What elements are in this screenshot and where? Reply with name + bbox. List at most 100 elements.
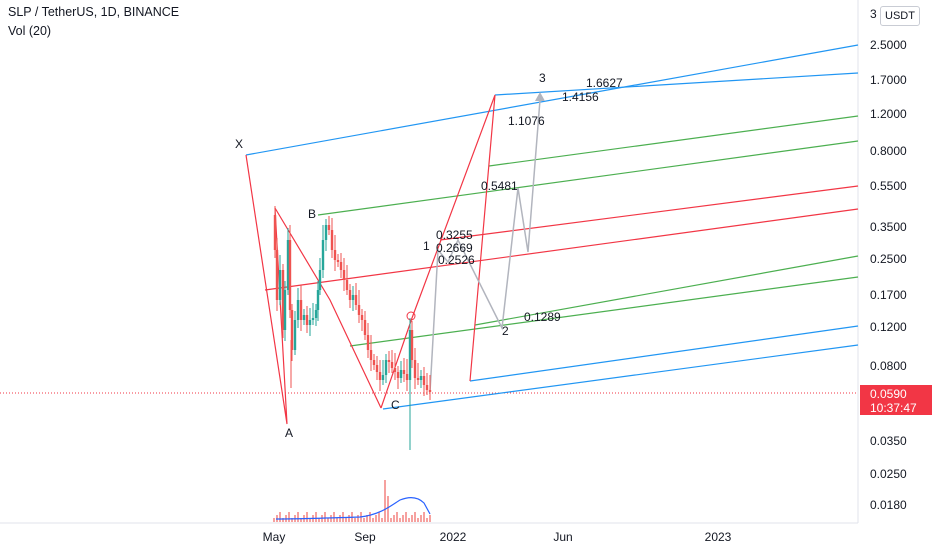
candle-body <box>296 300 300 320</box>
volume-bar <box>279 512 281 522</box>
fib-channel[interactable] <box>245 44 859 410</box>
candle-series[interactable] <box>273 206 432 450</box>
price-tick-label: 2.5000 <box>870 38 907 52</box>
price-tick-label: 0.3500 <box>870 220 907 234</box>
candle-body <box>366 335 370 350</box>
price-tick-label: 0.0350 <box>870 434 907 448</box>
volume-bar <box>387 496 389 522</box>
candle-body <box>402 370 406 374</box>
candle-body <box>311 318 315 320</box>
candle-body <box>372 360 376 365</box>
channel-line-green-4 <box>349 276 859 347</box>
point-label-a: A <box>285 426 293 440</box>
volume-bar <box>327 518 329 522</box>
candle-body <box>357 305 361 315</box>
candle-body <box>308 320 312 325</box>
candle-body <box>316 290 320 310</box>
time-tick-label: 2023 <box>705 530 732 544</box>
fib-label-0-1289: 0.1289 <box>524 310 561 324</box>
price-tick-label: 3 <box>870 7 877 21</box>
volume-bar <box>273 518 275 522</box>
price-axis[interactable]: 3 2.5000 1.7000 1.2000 0.8000 0.5500 0.3500 0.2… <box>870 7 907 512</box>
projection-arrow-icon <box>535 92 545 101</box>
channel-line-red-2 <box>264 208 859 291</box>
volume-bar <box>291 518 293 522</box>
point-label-b: B <box>308 207 316 221</box>
volume-bar <box>363 518 365 522</box>
candle-body <box>381 375 385 380</box>
candle-body <box>305 315 309 325</box>
currency-selector[interactable]: USDT <box>880 6 920 26</box>
candle-body <box>302 315 306 320</box>
projection-path[interactable] <box>406 92 545 393</box>
volume-bar <box>378 512 380 522</box>
anchor-circle-icon <box>406 311 416 321</box>
time-tick-label: 2022 <box>440 530 467 544</box>
candle-body <box>428 390 432 392</box>
volume-bar <box>399 518 401 522</box>
candle-body <box>342 270 346 280</box>
time-tick-label: Sep <box>354 530 376 544</box>
channel-line-green-2 <box>317 140 859 216</box>
volume-bar <box>384 480 386 522</box>
candle-body <box>378 372 382 380</box>
candle-body <box>354 295 358 305</box>
xabc-pattern-line <box>245 154 382 425</box>
point-label-c: C <box>391 398 400 412</box>
candle-body <box>273 215 277 250</box>
candle-body <box>375 365 379 372</box>
candle-body <box>390 362 394 368</box>
candle-body <box>333 250 337 260</box>
candle-body <box>425 385 429 390</box>
volume-bar <box>420 515 422 522</box>
candle-body <box>281 270 285 330</box>
channel-line-blue-2 <box>494 72 859 96</box>
volume-bar <box>375 515 377 522</box>
volume-bar <box>414 512 416 522</box>
price-tick-label: 1.2000 <box>870 107 907 121</box>
volume-bar <box>324 512 326 522</box>
volume-bar <box>309 518 311 522</box>
candle-body <box>330 230 334 250</box>
volume-bar <box>300 518 302 522</box>
volume-bar <box>429 515 431 522</box>
channel-line-blue-top <box>245 44 859 156</box>
candle-body <box>360 315 364 320</box>
volume-bar <box>357 515 359 522</box>
channel-line-blue-bottom <box>382 344 859 410</box>
candle-body <box>399 370 403 378</box>
candle-body <box>321 240 325 270</box>
volume-bar <box>390 518 392 522</box>
chart-title: SLP / TetherUS, 1D, BINANCE <box>8 5 180 19</box>
volume-bar <box>417 518 419 522</box>
fib-label-0-2669: 0.2669 <box>436 241 473 255</box>
volume-bar <box>402 515 404 522</box>
volume-bar <box>345 518 347 522</box>
fib-label-1-6627: 1.6627 <box>586 76 623 90</box>
candle-body <box>286 240 290 290</box>
candle-body <box>299 300 303 320</box>
candle-body <box>318 270 322 290</box>
c-to-target-line <box>380 94 496 409</box>
volume-bar <box>393 515 395 522</box>
candle-body <box>348 290 352 300</box>
candle-body <box>293 320 297 350</box>
price-tick-label: 0.0250 <box>870 467 907 481</box>
volume-bar <box>366 515 368 522</box>
fib-label-0-3255: 0.3255 <box>436 228 473 242</box>
volume-bar <box>396 512 398 522</box>
volume-bar <box>369 512 371 522</box>
candle-body <box>369 350 373 360</box>
candle-body <box>283 290 287 330</box>
volume-bar <box>408 518 410 522</box>
time-axis[interactable]: May Sep 2022 Jun 2023 <box>263 530 732 544</box>
channel-line-blue-3 <box>469 325 859 382</box>
projection-label-3: 3 <box>539 71 546 85</box>
volume-bar <box>336 518 338 522</box>
candle-body <box>393 368 397 372</box>
price-tick-label: 0.2500 <box>870 252 907 266</box>
projection-label-2: 2 <box>502 324 509 338</box>
volume-bar <box>354 518 356 522</box>
candle-body <box>396 372 400 378</box>
